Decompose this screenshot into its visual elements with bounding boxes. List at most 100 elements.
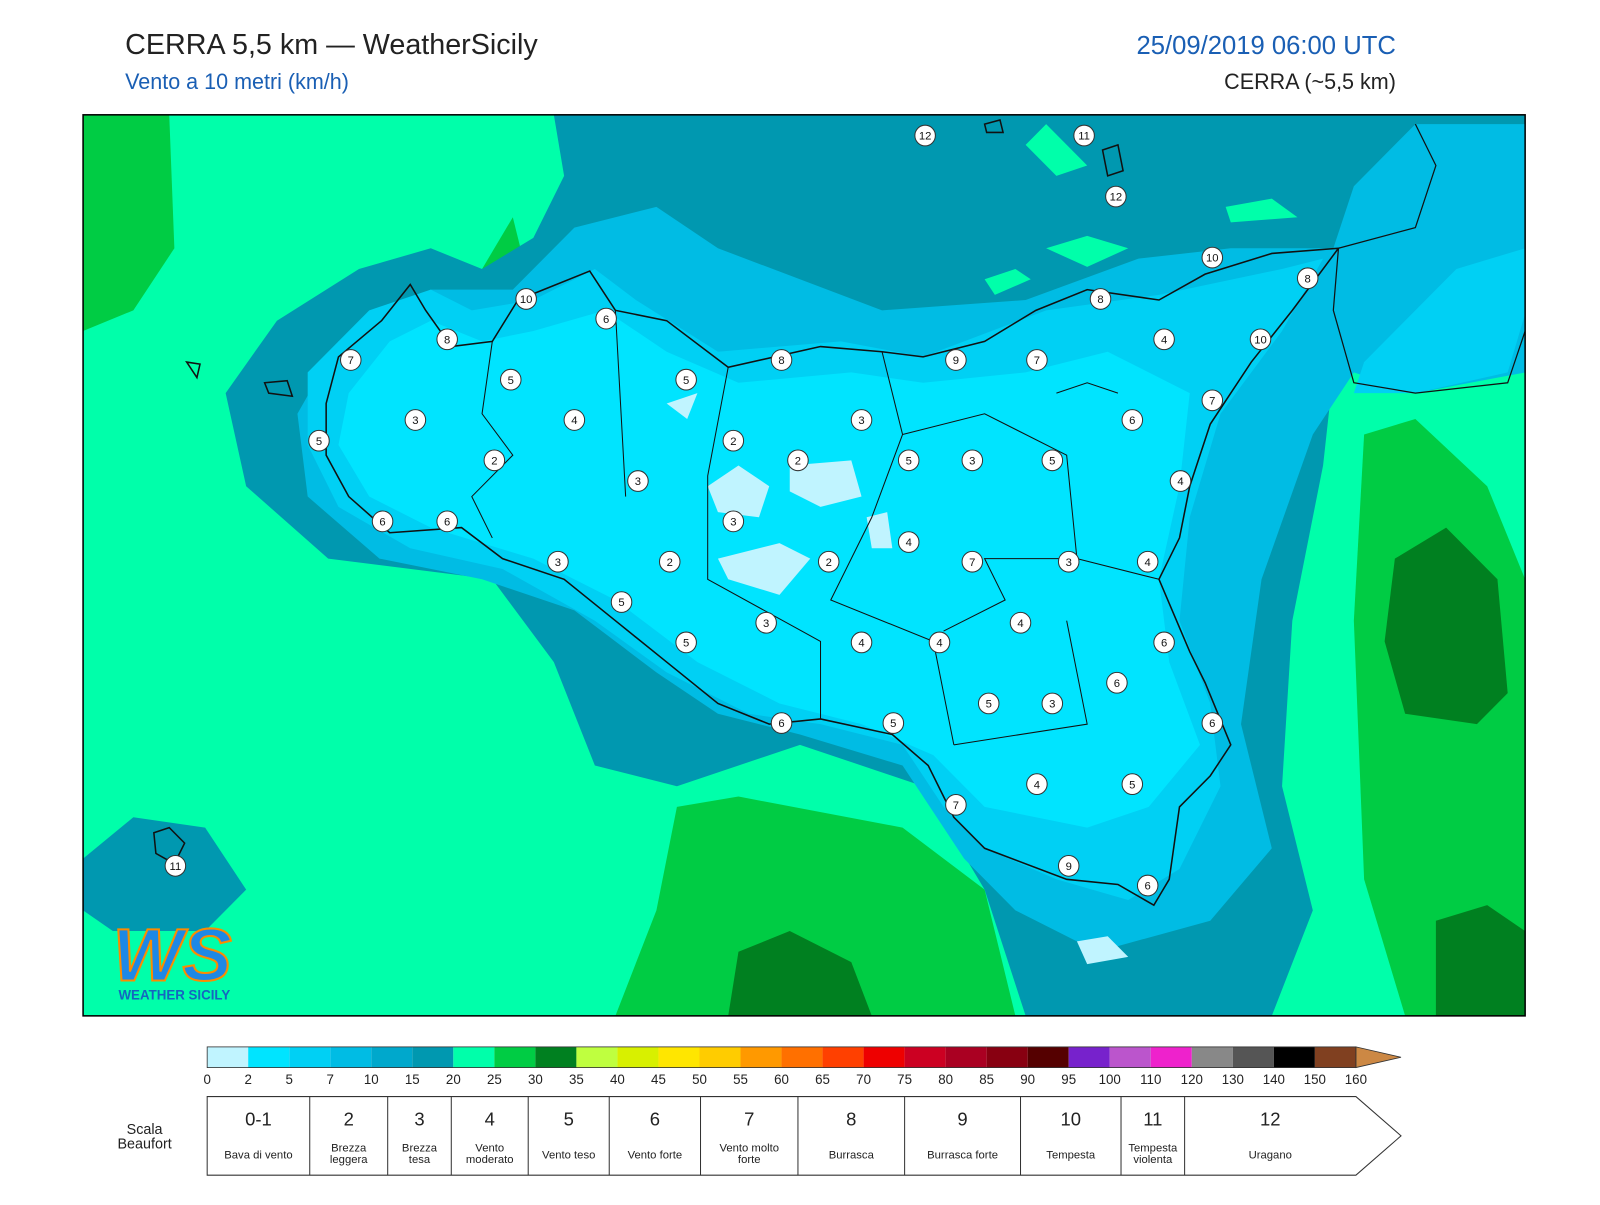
- colorbar-tick-label: 30: [528, 1072, 543, 1087]
- logo: WS WEATHER SICILY: [112, 912, 233, 1002]
- station-value: 4: [936, 638, 942, 650]
- station-value: 8: [778, 355, 784, 367]
- station-value: 3: [730, 516, 736, 528]
- station-value: 7: [969, 557, 975, 569]
- colorbar-tick-label: 7: [327, 1072, 334, 1087]
- beaufort-number: 2: [344, 1108, 354, 1129]
- colorbar-cell: [658, 1046, 700, 1068]
- colorbar-cell: [330, 1046, 372, 1068]
- station-marker: [1136, 874, 1159, 897]
- station-marker: [483, 449, 506, 472]
- beaufort-scale: Scala Beaufort 0-1 Bava di vento 2 Brezza legg…: [117, 1096, 1402, 1176]
- beaufort-frame: [206, 1096, 1402, 1176]
- colorbar-cell: [576, 1046, 618, 1068]
- station-marker: [882, 712, 905, 734]
- station-marker: [627, 470, 649, 492]
- colorbar-tick-label: 120: [1181, 1072, 1203, 1087]
- station-value: 4: [1017, 618, 1023, 630]
- station-value: 6: [603, 314, 609, 326]
- wind-zone: [615, 796, 1016, 1016]
- colorbar-tick-label: 5: [286, 1072, 293, 1087]
- station-value: 5: [683, 638, 689, 650]
- beaufort-description: Vento forte: [628, 1150, 683, 1162]
- colorbar-cell: [945, 1046, 987, 1068]
- station-value: 10: [1254, 334, 1267, 346]
- colorbar-cell: [740, 1046, 782, 1068]
- coastline: [325, 247, 1341, 907]
- beaufort-number: 5: [564, 1108, 574, 1129]
- station-marker: [722, 429, 745, 452]
- colorbar-cell: [535, 1046, 577, 1068]
- colorbar-tick-label: 75: [897, 1072, 912, 1087]
- station-marker: [1073, 124, 1095, 147]
- station-marker: [547, 550, 569, 573]
- station-value: 2: [730, 436, 736, 448]
- wind-zone: [1435, 905, 1526, 1016]
- station-value: 6: [1129, 415, 1135, 427]
- station-marker: [1201, 712, 1224, 734]
- station-value: 12: [1110, 192, 1123, 204]
- colorbar-cell: [699, 1046, 741, 1068]
- station-value: 8: [1097, 294, 1103, 306]
- beaufort-number: 0-1: [245, 1108, 272, 1129]
- station-marker: [755, 611, 777, 634]
- colorbar-tick-label: 140: [1263, 1072, 1285, 1087]
- station-marker: [1153, 328, 1175, 351]
- station-value: 7: [953, 800, 959, 812]
- station-value: 8: [1305, 273, 1311, 285]
- station-value: 10: [520, 294, 533, 306]
- station-marker: [1089, 288, 1112, 310]
- colorbar-tick-label: 55: [733, 1072, 748, 1087]
- colorbar-cell: [453, 1046, 495, 1068]
- beaufort-number: 7: [744, 1108, 754, 1129]
- wind-zone: [717, 543, 811, 595]
- colorbar-frame: [206, 1046, 1357, 1068]
- colorbar-cell: [1068, 1046, 1110, 1068]
- station-marker: [1106, 671, 1128, 694]
- station-marker: [787, 449, 809, 472]
- model-label: CERRA (~5,5 km): [1224, 69, 1396, 94]
- station-marker: [850, 631, 873, 654]
- station-value: 5: [508, 375, 514, 387]
- station-marker: [595, 307, 617, 330]
- colorbar-cell: [904, 1046, 946, 1068]
- colorbar-tick-label: 35: [569, 1072, 584, 1087]
- colorbar: 0 2 5 7 10 15 20 25 30 35 40 45 50 55 60 65 70 75 80 85 90 95…: [203, 1046, 1402, 1087]
- island: [153, 826, 186, 865]
- colorbar-tick-label: 60: [774, 1072, 789, 1087]
- station-marker: [961, 449, 984, 472]
- colorbar-extension: [1355, 1046, 1402, 1069]
- colorbar-cell: [412, 1046, 454, 1068]
- station-value: 5: [1049, 455, 1055, 467]
- station-value: 9: [1066, 861, 1072, 873]
- station-marker: [945, 349, 967, 371]
- colorbar-tick-label: 25: [487, 1072, 502, 1087]
- station-marker: [722, 510, 745, 533]
- station-marker: [1026, 349, 1048, 371]
- station-value: 3: [1066, 557, 1072, 569]
- wind-zone: [707, 465, 770, 518]
- colorbar-cell: [863, 1046, 905, 1068]
- colorbar-tick-label: 95: [1061, 1072, 1076, 1087]
- beaufort-description: Uragano: [1249, 1150, 1292, 1162]
- colorbar-tick-label: 15: [405, 1072, 420, 1087]
- title: CERRA 5,5 km — WeatherSicily: [125, 29, 538, 61]
- station-marker: [928, 631, 951, 654]
- station-marker: [499, 368, 522, 391]
- station-value: 2: [667, 557, 673, 569]
- colorbar-tick-label: 150: [1304, 1072, 1326, 1087]
- colorbar-cell: [1314, 1046, 1356, 1068]
- wind-field: 12 11 12 10 8 10 6 8 8 4 10 7 8 9 7 5 5 7 3 4 3 6 5 2 2 2 5 3 5 3 4 6 6 3…: [83, 114, 1526, 1016]
- beaufort-description: Vento moderato: [466, 1142, 514, 1165]
- station-marker: [1041, 449, 1064, 472]
- wind-zone: [1025, 124, 1088, 176]
- station-marker: [850, 409, 873, 431]
- wind-zone: [728, 931, 872, 1016]
- colorbar-tick-label: 45: [651, 1072, 666, 1087]
- beaufort-number: 10: [1061, 1108, 1082, 1129]
- station-marker: [658, 550, 681, 573]
- datetime: 25/09/2019 06:00 UTC: [1136, 32, 1395, 60]
- station-marker: [1169, 470, 1192, 492]
- station-marker: [404, 409, 427, 431]
